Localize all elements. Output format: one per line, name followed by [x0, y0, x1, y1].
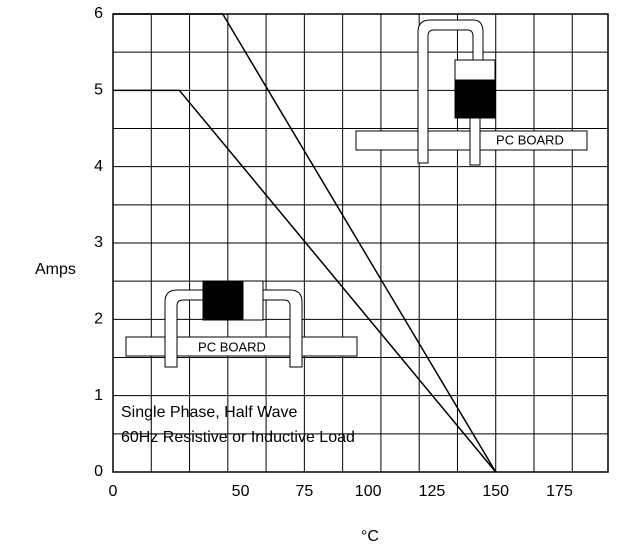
x-tick-label: 50: [232, 483, 250, 500]
annotation: Single Phase, Half Wave: [121, 404, 297, 421]
diode-band: [202, 280, 244, 321]
diode-body: [454, 59, 496, 81]
inset-vertical: PC BOARD: [355, 19, 588, 166]
x-tick-label: 175: [546, 483, 573, 500]
x-tick-label: 75: [295, 483, 313, 500]
y-tick-label: 2: [94, 311, 103, 328]
y-tick-label: 4: [94, 158, 103, 175]
annotation: 60Hz Resistive or Inductive Load: [121, 429, 355, 446]
x-tick-label: 150: [482, 483, 509, 500]
y-tick-label: 6: [94, 5, 103, 22]
plot-frame: [112, 13, 609, 473]
diode-band: [454, 79, 496, 119]
x-axis-label: °C: [361, 528, 379, 545]
inset-horizontal: PC BOARD: [125, 280, 358, 368]
y-tick-label: 3: [94, 234, 103, 251]
inset-label: PC BOARD: [496, 132, 564, 147]
inset-label: PC BOARD: [198, 339, 266, 354]
y-tick-label: 1: [94, 387, 103, 404]
lead: [469, 117, 481, 166]
y-axis-label: Amps: [35, 261, 76, 278]
x-tick-label: 0: [109, 483, 118, 500]
y-tick-label: 0: [94, 463, 103, 480]
series-line: [113, 89, 497, 473]
x-tick-label: 125: [419, 483, 446, 500]
y-tick-label: 5: [94, 82, 103, 99]
diode-body: [242, 280, 264, 321]
grid: [112, 14, 608, 472]
x-tick-label: 100: [355, 483, 382, 500]
